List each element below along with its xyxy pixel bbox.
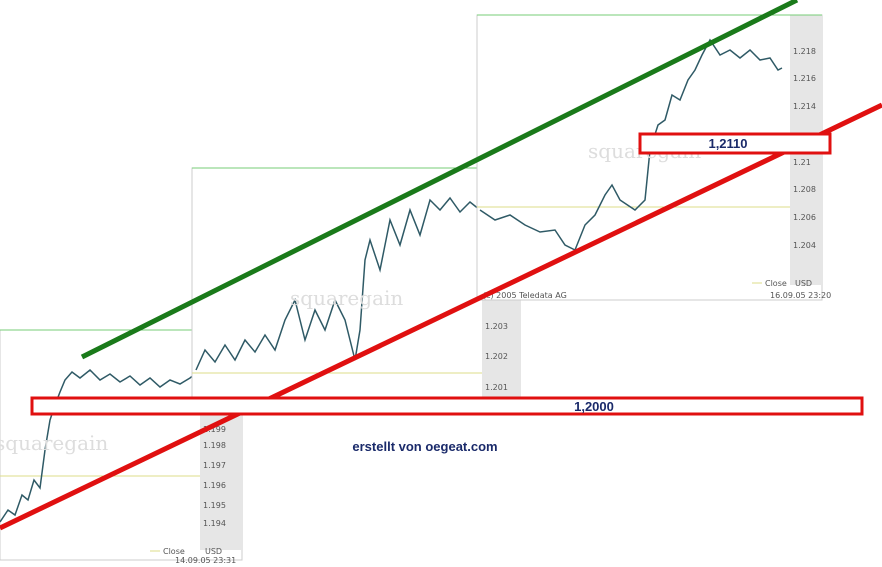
source: (c) 2005 Teledata AG	[483, 291, 567, 300]
timestamp: 14.09.05 23:31	[175, 556, 236, 565]
watermark: squaregain	[0, 431, 108, 455]
level-upper: 1,2110	[708, 136, 747, 151]
axis-label: 1.194	[203, 519, 226, 528]
axis-label: 1.214	[793, 102, 816, 111]
watermark: squaregain	[290, 286, 403, 310]
legend: Close	[765, 279, 787, 288]
currency: USD	[795, 279, 812, 288]
upper-trendline	[80, 0, 799, 360]
level-lower: 1,2000	[574, 399, 614, 414]
axis-label: 1.198	[203, 441, 226, 450]
axis-label: 1.196	[203, 481, 226, 490]
axis-label: 1.218	[793, 47, 816, 56]
legend: Close	[163, 547, 185, 556]
axis-label: 1.21	[793, 158, 811, 167]
axis-label: 1.202	[485, 352, 508, 361]
lower-trendline	[0, 102, 882, 531]
panel-c: squaregain1.2181.2161.2141.211.2081.2061…	[476, 14, 831, 301]
level-box-lower	[30, 396, 864, 416]
panel-b: squaregain 1.203 1.202 1.201	[191, 167, 521, 411]
currency: USD	[205, 547, 222, 556]
axis-label: 1.208	[793, 185, 816, 194]
axis-label: 1.204	[793, 241, 816, 250]
axis-label: 1.201	[485, 383, 508, 392]
axis-label: 1.206	[793, 213, 816, 222]
axis-label: 1.197	[203, 461, 226, 470]
credit: erstellt von oegeat.com	[352, 439, 497, 454]
axis-label: 1.203	[485, 322, 508, 331]
level-box-upper	[638, 132, 832, 155]
axis-label: 1.199	[203, 425, 226, 434]
timestamp: 16.09.05 23:20	[770, 291, 831, 300]
axis-label: 1.216	[793, 74, 816, 83]
axis-label: 1.195	[203, 501, 226, 510]
